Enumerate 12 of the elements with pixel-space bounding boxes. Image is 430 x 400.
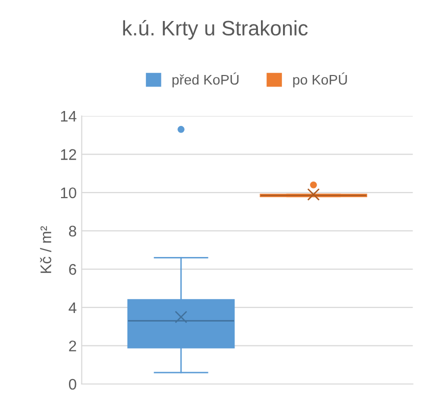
y-tick-label: 8 xyxy=(69,226,76,237)
legend-label: před KoPÚ xyxy=(172,72,238,88)
y-tick-label: 0 xyxy=(68,378,76,390)
y-tick-label: 10 xyxy=(61,187,76,198)
legend-label: po KoPÚ xyxy=(293,72,347,88)
y-axis-title: Kč / m² xyxy=(40,226,52,273)
y-tick-label: 14 xyxy=(61,111,76,122)
y-tick-label: 6 xyxy=(69,264,76,275)
y-tick-label: 12 xyxy=(61,149,76,160)
chart-title: k.ú. Krty u Strakonic xyxy=(123,20,308,40)
y-tick-label: 2 xyxy=(69,340,76,352)
y-tick-label: 4 xyxy=(68,302,76,313)
